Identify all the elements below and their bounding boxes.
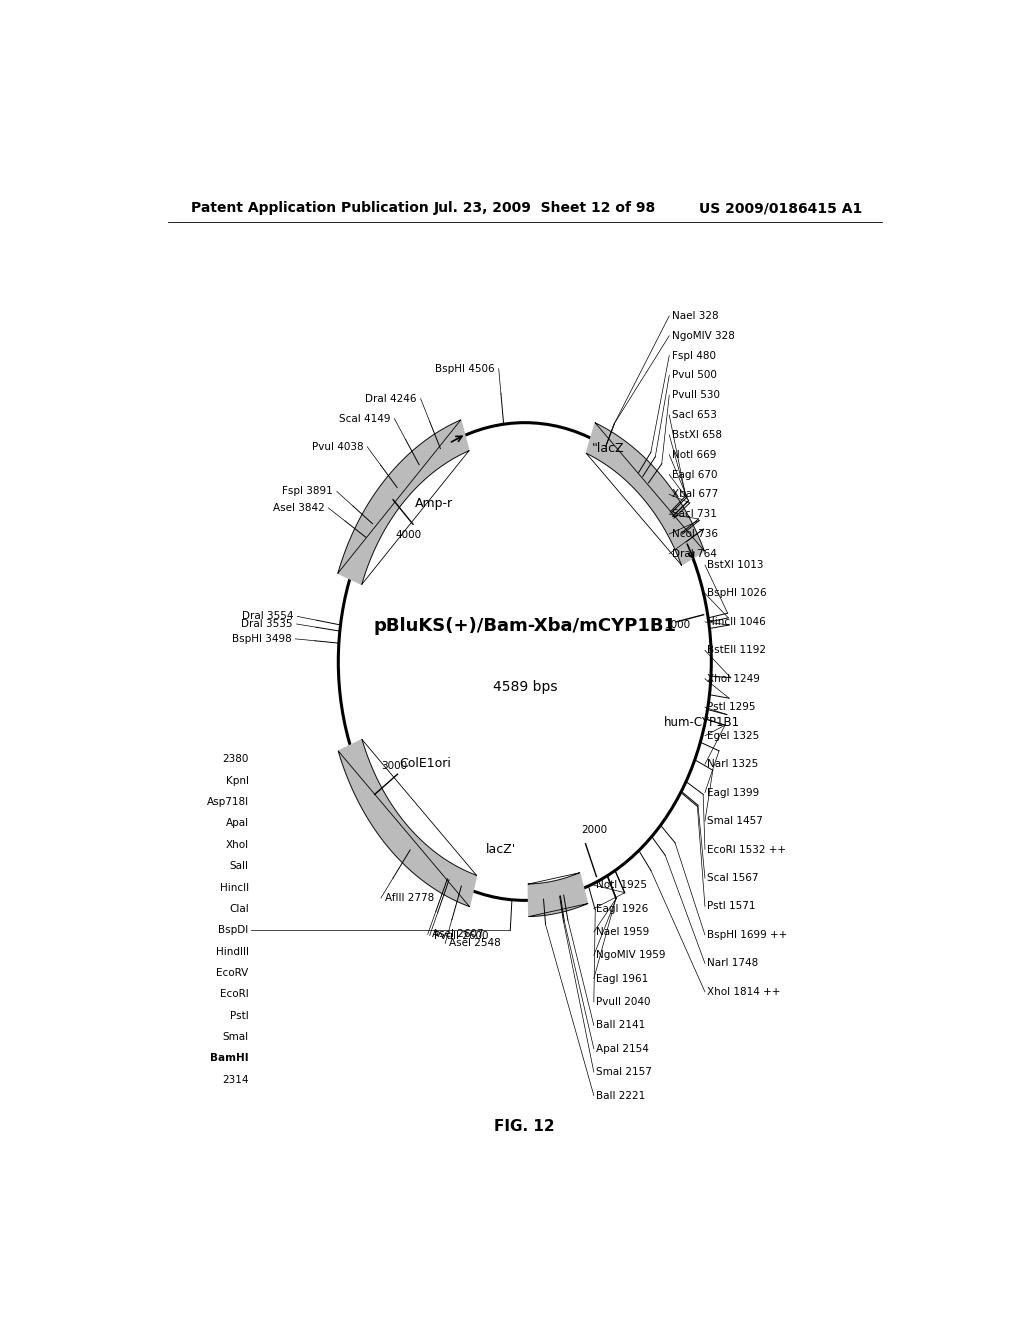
- Text: AseI 2607: AseI 2607: [432, 929, 483, 940]
- Text: HincII 1046: HincII 1046: [708, 616, 766, 627]
- Text: PvuI 500: PvuI 500: [672, 371, 717, 380]
- Text: NcoI 736: NcoI 736: [672, 529, 718, 539]
- Text: NotI 1925: NotI 1925: [596, 880, 647, 890]
- Text: ApaI 2154: ApaI 2154: [596, 1044, 649, 1053]
- Text: DraI 764: DraI 764: [672, 549, 717, 558]
- Text: 4589 bps: 4589 bps: [493, 680, 557, 694]
- Text: SmaI 2157: SmaI 2157: [596, 1067, 652, 1077]
- Text: Jul. 23, 2009  Sheet 12 of 98: Jul. 23, 2009 Sheet 12 of 98: [433, 201, 655, 215]
- Text: BspHI 3498: BspHI 3498: [231, 634, 292, 644]
- Text: BstXI 658: BstXI 658: [672, 430, 722, 440]
- Text: US 2009/0186415 A1: US 2009/0186415 A1: [699, 201, 862, 215]
- Text: Amp-r: Amp-r: [415, 498, 453, 511]
- Text: SmaI 1457: SmaI 1457: [708, 816, 763, 826]
- Text: EagI 1961: EagI 1961: [596, 974, 648, 983]
- Text: BspHI 4506: BspHI 4506: [435, 364, 495, 374]
- Text: NgoMIV 328: NgoMIV 328: [672, 331, 734, 341]
- Text: BamHI: BamHI: [210, 1053, 249, 1064]
- Text: pBluKS(+)/Bam-Xba/mCYP1B1: pBluKS(+)/Bam-Xba/mCYP1B1: [374, 616, 676, 635]
- Text: BstXI 1013: BstXI 1013: [708, 560, 764, 570]
- Text: BstEII 1192: BstEII 1192: [708, 645, 766, 655]
- Text: ScaI 1567: ScaI 1567: [708, 873, 759, 883]
- Text: PvuII 530: PvuII 530: [672, 391, 720, 400]
- Text: DraI 3535: DraI 3535: [241, 619, 293, 630]
- Text: EgeI 1325: EgeI 1325: [708, 731, 760, 741]
- Text: NotI 669: NotI 669: [672, 450, 716, 459]
- Text: SalI: SalI: [229, 861, 249, 871]
- Text: Asp718I: Asp718I: [207, 797, 249, 807]
- Text: FIG. 12: FIG. 12: [495, 1118, 555, 1134]
- Text: BalI 2141: BalI 2141: [596, 1020, 645, 1031]
- Text: ColE1ori: ColE1ori: [399, 756, 452, 770]
- Polygon shape: [338, 739, 476, 907]
- Text: NarI 1325: NarI 1325: [708, 759, 759, 770]
- Text: hum-CYP1B1: hum-CYP1B1: [664, 715, 739, 729]
- Text: NaeI 328: NaeI 328: [672, 312, 718, 321]
- Text: AseI 3842: AseI 3842: [272, 503, 325, 513]
- Text: EcoRI 1532 ++: EcoRI 1532 ++: [708, 845, 786, 854]
- Text: XhoI 1249: XhoI 1249: [708, 673, 760, 684]
- Text: SacI 653: SacI 653: [672, 411, 717, 420]
- Text: KpnI: KpnI: [225, 776, 249, 785]
- Text: PvuII 2600: PvuII 2600: [434, 931, 488, 941]
- Text: Patent Application Publication: Patent Application Publication: [191, 201, 429, 215]
- Text: lacZ': lacZ': [485, 843, 516, 857]
- Text: 1000: 1000: [665, 620, 691, 630]
- Text: 4000: 4000: [395, 529, 422, 540]
- Text: PstI: PstI: [229, 1011, 249, 1020]
- Text: PstI 1571: PstI 1571: [708, 902, 756, 912]
- Text: HincII: HincII: [219, 883, 249, 892]
- Text: BspHI 1026: BspHI 1026: [708, 589, 767, 598]
- Text: EagI 1926: EagI 1926: [596, 903, 648, 913]
- Text: PstI 1295: PstI 1295: [708, 702, 756, 713]
- Text: 2380: 2380: [222, 755, 249, 764]
- Text: SacI 731: SacI 731: [672, 510, 717, 519]
- Text: "lacZ: "lacZ: [592, 442, 625, 454]
- Polygon shape: [528, 873, 588, 916]
- Text: 3000: 3000: [381, 760, 408, 771]
- Text: 2000: 2000: [581, 825, 607, 834]
- Text: XbaI 677: XbaI 677: [672, 490, 718, 499]
- Text: AseI 2548: AseI 2548: [450, 939, 501, 949]
- Text: EagI 670: EagI 670: [672, 470, 717, 479]
- Text: XhoI 1814 ++: XhoI 1814 ++: [708, 987, 780, 997]
- Text: ClaI: ClaI: [229, 904, 249, 913]
- Text: FspI 3891: FspI 3891: [283, 487, 333, 496]
- Text: BspHI 1699 ++: BspHI 1699 ++: [708, 929, 787, 940]
- Text: ScaI 4149: ScaI 4149: [339, 413, 390, 424]
- Text: PvuII 2040: PvuII 2040: [596, 997, 650, 1007]
- Text: NaeI 1959: NaeI 1959: [596, 927, 649, 937]
- Text: HindIII: HindIII: [216, 946, 249, 957]
- Text: EagI 1399: EagI 1399: [708, 788, 760, 797]
- Text: NgoMIV 1959: NgoMIV 1959: [596, 950, 666, 960]
- Text: EcoRV: EcoRV: [216, 968, 249, 978]
- Text: BspDI: BspDI: [218, 925, 249, 936]
- Text: NarI 1748: NarI 1748: [708, 958, 759, 969]
- Text: AfIII 2778: AfIII 2778: [385, 894, 434, 903]
- Text: EcoRI: EcoRI: [220, 989, 249, 999]
- Polygon shape: [587, 422, 705, 565]
- Text: BalI 2221: BalI 2221: [596, 1090, 645, 1101]
- Text: FspI 480: FspI 480: [672, 351, 716, 360]
- Text: DraI 3554: DraI 3554: [242, 611, 294, 622]
- Text: XhoI: XhoI: [225, 840, 249, 850]
- Text: 2314: 2314: [222, 1074, 249, 1085]
- Polygon shape: [338, 420, 469, 585]
- Text: SmaI: SmaI: [222, 1032, 249, 1041]
- Text: PvuI 4038: PvuI 4038: [311, 442, 364, 451]
- Text: DraI 4246: DraI 4246: [366, 393, 417, 404]
- Text: ApaI: ApaI: [225, 818, 249, 829]
